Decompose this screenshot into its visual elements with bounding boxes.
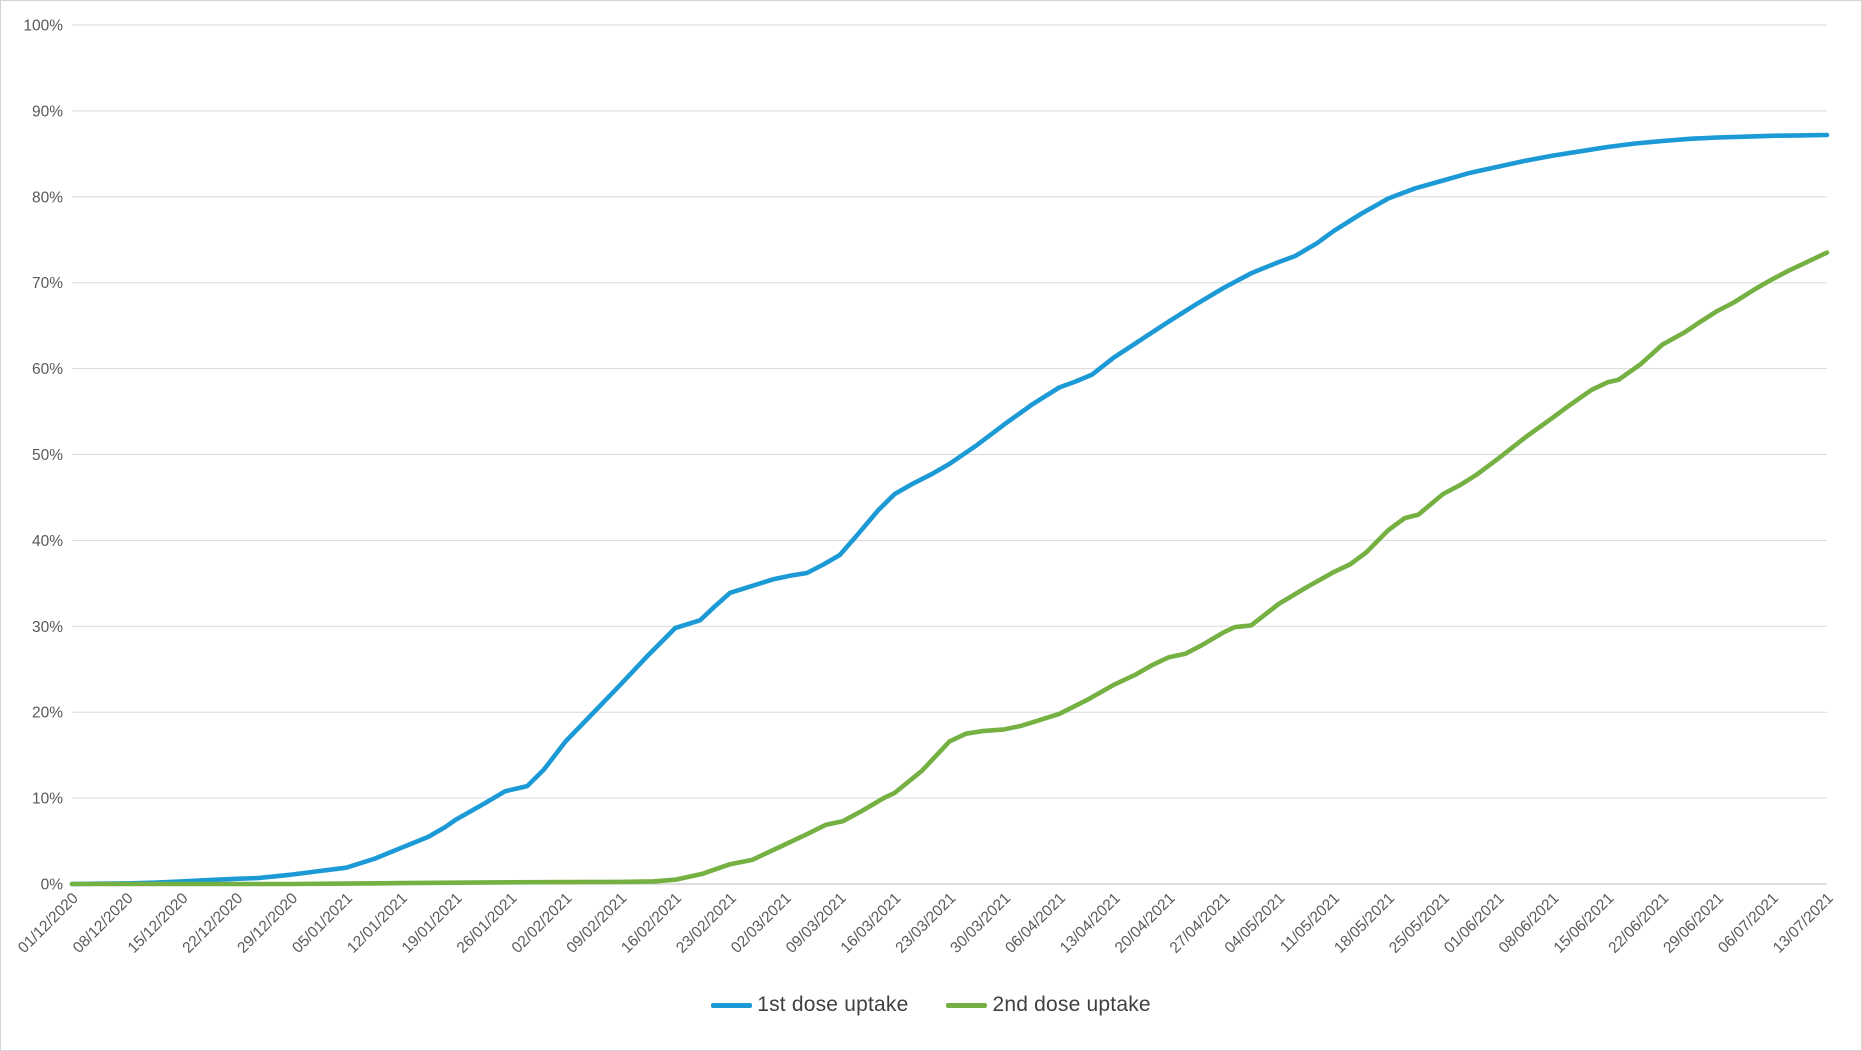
y-tick-label: 40% bbox=[32, 533, 63, 550]
legend-item-2nd-dose: 2nd dose uptake bbox=[946, 993, 1151, 1017]
series-line-2nd-dose bbox=[69, 250, 1830, 887]
legend-label-2nd-dose: 2nd dose uptake bbox=[992, 993, 1151, 1016]
y-tick-label: 100% bbox=[23, 18, 63, 35]
y-tick-label: 0% bbox=[41, 877, 64, 894]
y-tick-label: 60% bbox=[32, 361, 63, 378]
y-tick-label: 90% bbox=[32, 103, 63, 120]
y-tick-label: 30% bbox=[32, 619, 63, 636]
y-tick-label: 50% bbox=[32, 447, 63, 464]
y-tick-label: 80% bbox=[32, 189, 63, 206]
series-line-1st-dose bbox=[69, 132, 1830, 887]
legend-item-1st-dose: 1st dose uptake bbox=[711, 993, 908, 1017]
y-tick-label: 10% bbox=[32, 791, 63, 808]
legend-swatch-2nd-dose bbox=[946, 1002, 988, 1008]
y-tick-label: 20% bbox=[32, 705, 63, 722]
y-tick-label: 70% bbox=[32, 275, 63, 292]
legend-swatch-1st-dose bbox=[711, 1002, 753, 1008]
legend-label-1st-dose: 1st dose uptake bbox=[757, 993, 909, 1016]
legend: 1st dose uptake 2nd dose uptake bbox=[1, 993, 1861, 1017]
